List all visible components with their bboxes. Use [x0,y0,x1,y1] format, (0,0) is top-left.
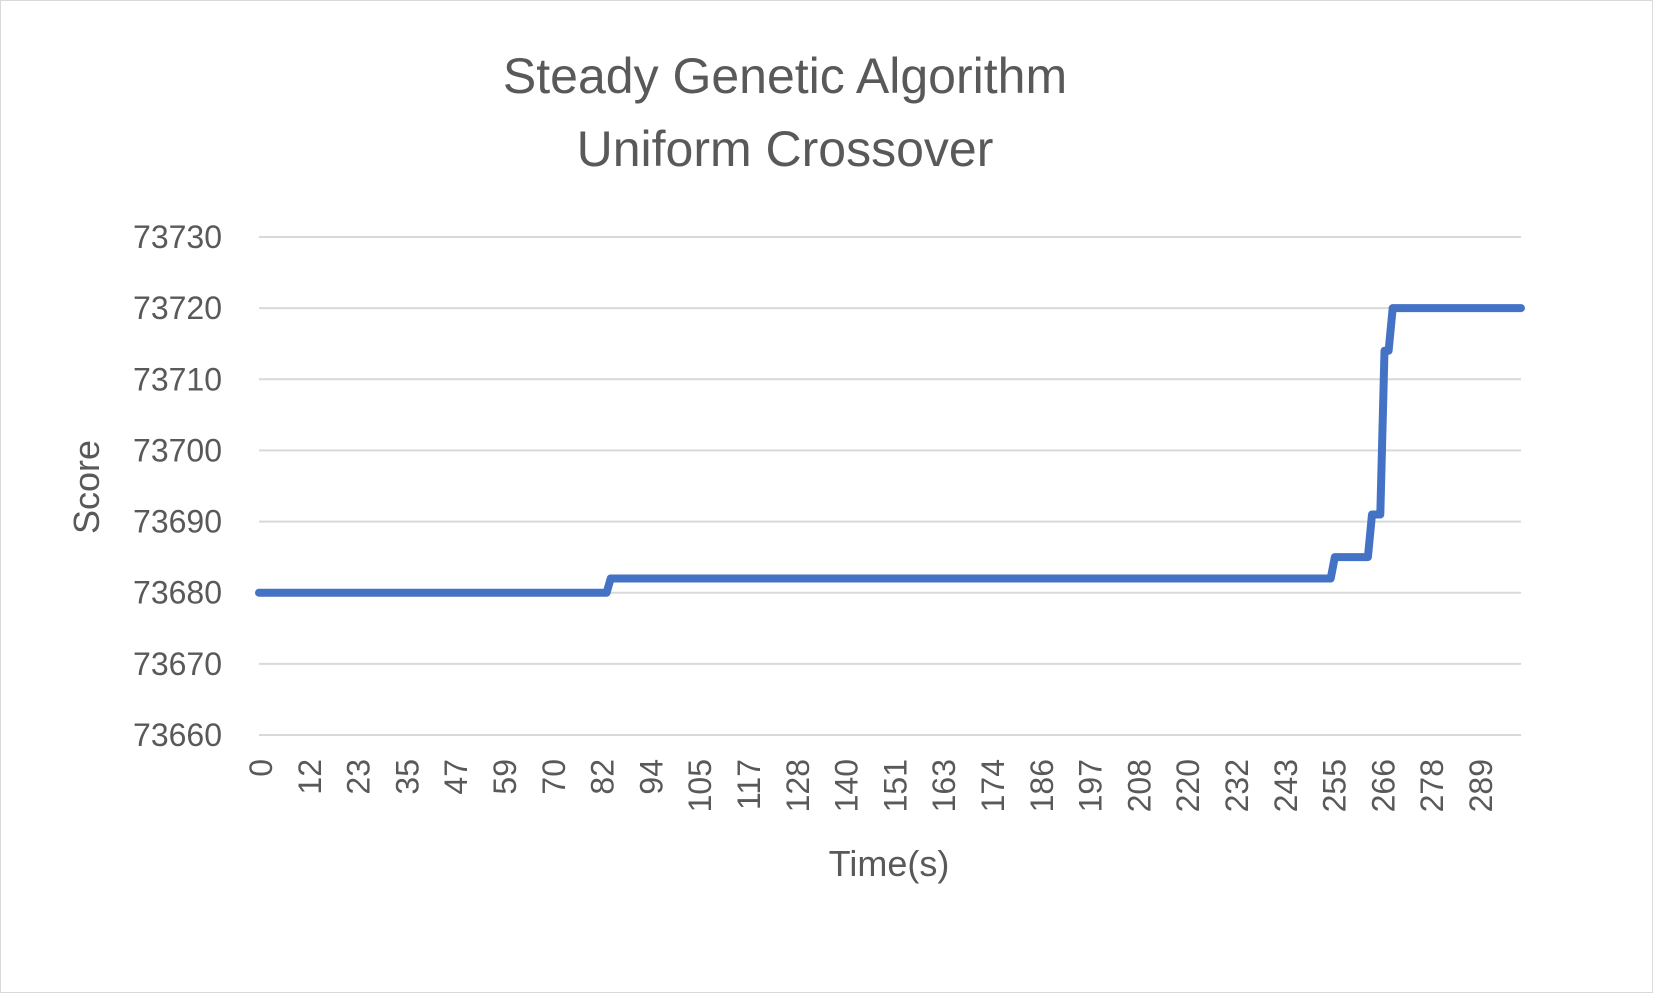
x-tick-label: 59 [487,759,523,795]
x-tick-label: 151 [877,759,913,812]
chart-title-line: Steady Genetic Algorithm [503,48,1067,104]
x-tick-label: 174 [975,759,1011,812]
x-tick-label: 117 [731,759,767,810]
series [255,304,1525,597]
x-tick-label: 232 [1219,759,1255,812]
x-tick-label: 243 [1268,759,1304,812]
x-tick-label: 23 [341,759,377,795]
x-tick-label: 82 [585,759,621,795]
y-tick-label: 73730 [133,219,222,255]
x-tick-label: 94 [633,759,669,795]
x-tick-label: 208 [1121,759,1157,812]
x-tick-label: 47 [438,759,474,795]
x-tick-label: 70 [536,759,572,795]
x-tick-label: 12 [292,759,328,795]
y-tick-label: 73690 [133,504,222,540]
chart-title: Steady Genetic Algorithm Uniform Crossove… [503,48,1067,177]
x-tick-label: 140 [829,759,865,812]
y-axis-title: Score [66,440,107,534]
x-tick-label: 0 [243,759,279,777]
x-tick-label: 128 [780,759,816,812]
x-axis-title: Time(s) [829,843,950,884]
x-tick-label: 197 [1073,759,1109,812]
y-tick-label: 73700 [133,432,222,468]
y-tick-label: 73720 [133,290,222,326]
y-tick-label: 73660 [133,717,222,753]
y-tick-label: 73670 [133,646,222,682]
x-tick-label: 220 [1170,759,1206,812]
y-tick-label: 73680 [133,575,222,611]
x-tick-label: 163 [926,759,962,812]
x-tick-label: 35 [389,759,425,795]
y-axis-ticks: 73660 73670 73680 73690 73700 73710 73720 73730 [133,219,222,753]
series-line [255,304,1525,597]
x-tick-label: 255 [1317,759,1353,812]
x-tick-label: 278 [1414,759,1450,812]
chart-title-line: Uniform Crossover [577,121,994,177]
x-tick-label: 289 [1463,759,1499,812]
x-tick-label: 105 [682,759,718,812]
x-tick-label: 266 [1365,759,1401,812]
x-tick-label: 186 [1024,759,1060,812]
y-tick-label: 73710 [133,361,222,397]
x-axis-ticks: 0 12 23 35 47 59 70 82 94 105 117 128 140 151 163 174 18… [243,759,1499,812]
gridlines [259,236,1521,736]
